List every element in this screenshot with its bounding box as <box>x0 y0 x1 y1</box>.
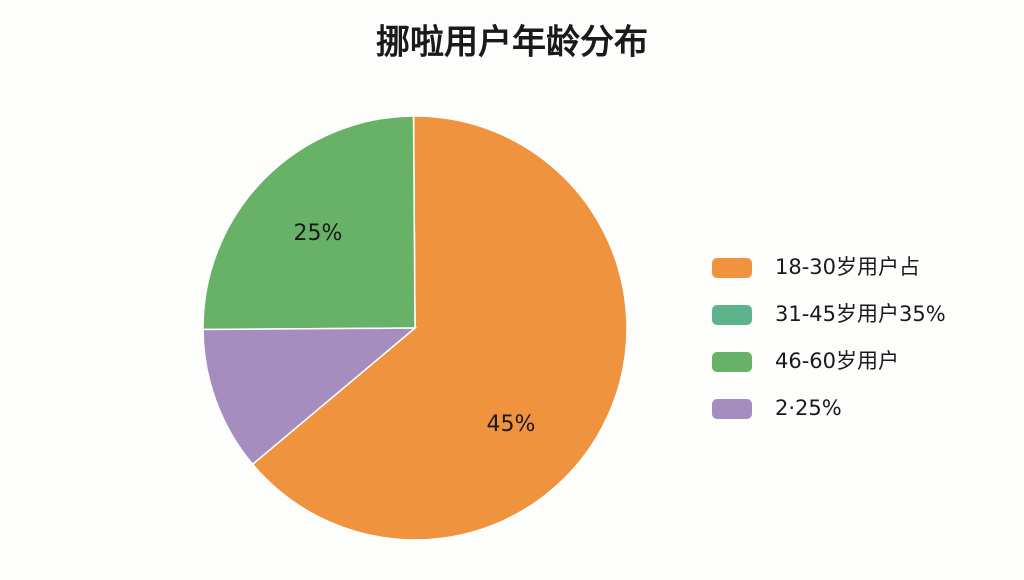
slice-label: 25% <box>294 221 343 246</box>
legend-swatch <box>712 305 752 325</box>
pie-slice <box>251 115 628 541</box>
legend-swatch <box>712 352 752 372</box>
legend-label: 31-45岁用户35% <box>775 302 946 326</box>
legend-swatch <box>712 399 752 419</box>
legend-label: 18-30岁用户占 <box>775 255 920 279</box>
legend-label: 2·25% <box>775 396 842 420</box>
legend-label: 46-60岁用户 <box>775 349 899 373</box>
slice-label: 45% <box>487 412 536 437</box>
legend-swatch <box>712 258 752 278</box>
chart-title: 挪啦用户年龄分布 <box>376 23 648 63</box>
pie-slice <box>202 327 418 466</box>
pie-slice <box>202 115 416 331</box>
